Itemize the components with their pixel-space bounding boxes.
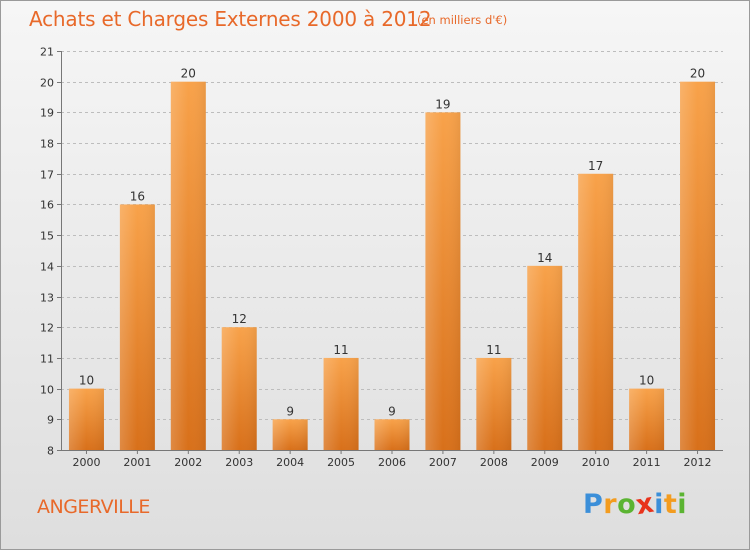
bar-value-label: 16 <box>130 189 145 203</box>
bar-value-label: 19 <box>435 97 450 111</box>
y-tick-label: 14 <box>40 261 54 274</box>
x-tick-label: 2004 <box>276 456 304 469</box>
y-tick-label: 9 <box>47 414 54 427</box>
y-tick-label: 21 <box>40 46 54 59</box>
bar-value-label: 20 <box>181 67 196 81</box>
x-tick-label: 2008 <box>480 456 508 469</box>
y-tick-label: 19 <box>40 107 54 120</box>
bar-value-label: 9 <box>286 404 294 418</box>
bar-shine <box>374 419 410 450</box>
x-tick-label: 2000 <box>72 456 100 469</box>
y-tick-label: 11 <box>40 353 54 366</box>
bar-value-label: 11 <box>486 343 501 357</box>
bar-shine <box>221 327 257 450</box>
bar-value-label: 11 <box>333 343 348 357</box>
bar-value-label: 12 <box>232 312 247 326</box>
bar-value-label: 20 <box>690 67 705 81</box>
logo-letter: i <box>677 489 688 520</box>
bar-shine <box>527 265 563 450</box>
x-tick-label: 2006 <box>378 456 406 469</box>
bar-value-label: 9 <box>388 404 396 418</box>
x-tick-label: 2001 <box>123 456 151 469</box>
x-tick-label: 2003 <box>225 456 253 469</box>
y-tick-label: 10 <box>40 384 54 397</box>
y-tick-label: 8 <box>47 445 54 458</box>
bar-shine <box>425 112 461 450</box>
x-tick-label: 2010 <box>582 456 610 469</box>
chart-title: Achats et Charges Externes 2000 à 2012 <box>29 7 432 31</box>
bar-shine <box>629 388 665 450</box>
y-tick-label: 17 <box>40 169 54 182</box>
x-tick-label: 2011 <box>633 456 661 469</box>
x-tick-label: 2002 <box>174 456 202 469</box>
y-tick-label: 13 <box>40 292 54 305</box>
logo-letter: P <box>583 489 604 520</box>
logo-letter: t <box>663 489 678 520</box>
y-tick-label: 16 <box>40 199 54 212</box>
x-tick-label: 2007 <box>429 456 457 469</box>
bar-value-label: 14 <box>537 251 552 265</box>
bar-value-label: 17 <box>588 159 603 173</box>
bar-value-label: 10 <box>639 374 654 388</box>
bar-shine <box>323 357 359 450</box>
chart-unit-note: (en milliers d'€) <box>417 13 508 27</box>
y-tick-label: 15 <box>40 230 54 243</box>
bar-shine <box>170 81 206 450</box>
x-tick-label: 2005 <box>327 456 355 469</box>
bar-shine <box>680 81 716 450</box>
bar-shine <box>68 388 104 450</box>
logo-letter: r <box>603 489 618 520</box>
bar-shine <box>578 173 614 450</box>
y-tick-label: 12 <box>40 322 54 335</box>
logo-letter: i <box>654 489 664 520</box>
logo-letter: o <box>617 489 637 520</box>
y-tick-label: 20 <box>40 77 54 90</box>
bar-shine <box>119 204 155 450</box>
proxiti-logo: Proxiti <box>583 488 688 522</box>
x-tick-label: 2012 <box>684 456 712 469</box>
place-name: ANGERVILLE <box>37 496 150 518</box>
bar-value-label: 10 <box>79 374 94 388</box>
y-tick-label: 18 <box>40 138 54 151</box>
x-tick-label: 2009 <box>531 456 559 469</box>
bar-shine <box>476 357 512 450</box>
bar-shine <box>272 419 308 450</box>
